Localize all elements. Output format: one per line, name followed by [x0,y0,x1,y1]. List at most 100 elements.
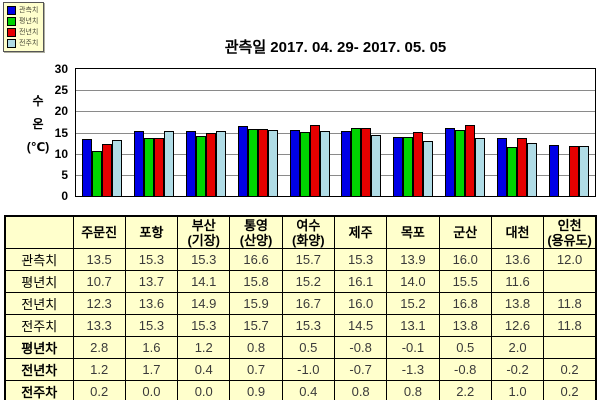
bar-전주치 [423,140,434,196]
bar-전년치 [257,128,268,196]
legend-item: 평년치 [7,17,38,26]
table-cell: 13.1 [386,314,440,337]
y-axis-tick: 30 [54,62,68,76]
table-cell: 13.6 [124,292,179,315]
gridline [76,175,595,176]
table-cell: 15.3 [124,314,179,337]
table-cell: 14.0 [386,270,440,293]
table-cell: 15.3 [281,314,335,337]
bar-관측치 [237,125,248,196]
table-cell: 0.4 [281,380,335,400]
table-cell: 14.1 [177,270,231,293]
table-cell: 12.3 [72,292,126,315]
column-header: 여수 (화양) [281,215,335,249]
y-axis-tick: 10 [54,146,68,161]
table-cell: 15.2 [386,292,440,315]
table-cell: 13.8 [490,292,545,315]
row-header: 전년치 [4,292,74,315]
table-cell: 12.0 [543,248,597,271]
column-header: 통영 (산양) [229,215,283,249]
table-cell: 1.0 [490,380,545,400]
bar-평년치 [351,127,362,196]
table-cell: 2.8 [72,336,126,359]
bar-관측치 [289,129,300,196]
table-row: 평년차 2.8 1.6 1.2 0.8 0.5 -0.8 -0.1 0.5 2.0 [4,336,597,359]
legend-label: 전주치 [19,39,39,47]
bar-관측치 [81,138,92,196]
bar-전주치 [475,137,486,196]
table-cell: 15.7 [281,248,335,271]
table-cell: -0.1 [386,336,440,359]
table-cell: 0.8 [229,336,283,359]
bar-전주치 [267,129,278,196]
bar-전년치 [361,128,372,196]
chart-title: 관측일 2017. 04. 29- 2017. 05. 05 [224,39,447,56]
bar-전주치 [319,131,330,196]
table-cell: -0.7 [333,358,388,381]
column-header: 대천 [490,215,545,249]
legend-swatch-icon [7,28,16,37]
table-cell: 2.2 [438,380,492,400]
table-cell: 0.5 [438,336,492,359]
table-header-row: 주문진 포항 부산 (기장) 통영 (산양) 여수 (화양) 제주 목포 군산 대천 인천 (용유… [4,215,597,249]
row-header: 평년치 [4,270,74,293]
table-cell: 0.9 [229,380,283,400]
table-cell: 15.3 [177,314,231,337]
table-cell: 15.2 [281,270,335,293]
bar-전주치 [579,146,590,196]
y-axis-tick: 5 [61,167,68,182]
bar-전년치 [205,132,216,196]
bar-관측치 [549,145,560,196]
bar-전주치 [163,131,174,196]
bar-group-5 [284,69,336,196]
table-cell: 13.7 [124,270,179,293]
bar-관측치 [341,131,352,196]
table-cell: 15.3 [333,248,388,271]
table-cell: 15.8 [229,270,283,293]
table-cell: 16.7 [281,292,335,315]
table-cell: 13.8 [438,314,492,337]
table-cell: 16.1 [333,270,388,293]
column-header: 제주 [333,215,388,249]
bar-전주치 [215,131,226,196]
table-cell: 11.6 [490,270,545,293]
y-axis-tick: 20 [54,104,68,119]
bar-전년치 [309,125,320,196]
table-cell: 11.8 [543,314,597,337]
gridline [76,133,595,134]
table-cell: 15.3 [124,248,179,271]
table-cell: 16.6 [229,248,283,271]
column-header: 군산 [438,215,492,249]
table-cell: 13.3 [72,314,126,337]
table-cell: 12.6 [490,314,545,337]
y-axis-ticks: 30 25 20 15 10 5 0 [38,62,72,203]
bar-group-6 [336,69,388,196]
bar-전년치 [465,124,476,196]
bar-전주치 [371,134,382,196]
table-cell: -1.0 [281,358,335,381]
bar-평년치 [299,131,310,196]
legend-swatch-icon [7,17,16,26]
legend-swatch-icon [7,39,16,48]
table-cell: 15.7 [229,314,283,337]
bar-group-1 [76,69,128,196]
gridline [76,154,595,155]
bar-관측치 [497,138,508,196]
data-table: 주문진 포항 부산 (기장) 통영 (산양) 여수 (화양) 제주 목포 군산 대천 인천 (용유… [4,215,597,400]
table-cell: 0.8 [333,380,388,400]
y-axis-label-line: (℃) [26,140,50,154]
column-header: 부산 (기장) [177,215,231,249]
table-cell: 15.9 [229,292,283,315]
row-header: 관측치 [4,248,74,271]
bar-평년치 [507,146,518,196]
row-header: 평년차 [4,336,74,359]
y-axis-label-line: 수 [32,94,44,108]
table-cell: 0.7 [229,358,283,381]
chart-legend: 관측치 평년치 전년치 전주치 [3,2,45,52]
y-axis-tick: 15 [54,125,68,140]
bar-group-2 [128,69,180,196]
table-cell: 0.0 [177,380,231,400]
bar-전년치 [413,131,424,196]
table-cell: -1.3 [386,358,440,381]
table-cell: -0.2 [490,358,545,381]
